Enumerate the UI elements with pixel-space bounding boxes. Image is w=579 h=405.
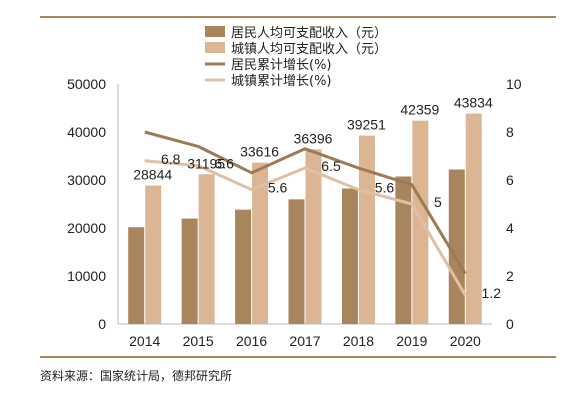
bar-urban xyxy=(198,174,215,324)
bar-resident xyxy=(395,176,412,324)
y-left-tick-label: 10000 xyxy=(67,268,106,284)
bar-urban xyxy=(305,149,322,324)
bar-urban xyxy=(252,162,269,324)
legend-swatch xyxy=(205,26,225,37)
source-note: 资料来源：国家统计局，德邦研究所 xyxy=(40,369,233,383)
line-value-label: 5.6 xyxy=(375,180,395,196)
top-rule xyxy=(40,16,556,18)
bar-resident xyxy=(288,199,305,324)
bar-urban xyxy=(358,135,375,324)
y-right-tick-label: 4 xyxy=(506,220,514,236)
line-value-label: 6.6 xyxy=(214,156,234,172)
y-right-tick-label: 8 xyxy=(506,124,514,140)
x-tick-label: 2019 xyxy=(396,333,427,349)
bar-urban xyxy=(145,185,162,324)
line-value-label: 6.5 xyxy=(321,158,341,174)
bar-value-label: 31195 xyxy=(187,155,225,171)
x-tick-label: 2020 xyxy=(450,333,481,349)
y-right-tick-label: 6 xyxy=(506,172,514,188)
legend-label: 居民累计增长(%) xyxy=(231,58,332,73)
line-resident-growth xyxy=(144,130,467,275)
x-tick-label: 2014 xyxy=(129,333,160,349)
bar-resident xyxy=(235,209,252,324)
line-urban-growth xyxy=(144,159,467,296)
bar-resident xyxy=(448,169,465,324)
line-value-label: 6.8 xyxy=(161,151,181,167)
y-right-tick-label: 10 xyxy=(506,76,522,92)
bar-value-label: 36396 xyxy=(294,130,333,146)
x-tick-label: 2015 xyxy=(183,333,214,349)
bar-resident xyxy=(341,188,358,324)
bar-value-label: 43834 xyxy=(454,95,493,111)
y-left-tick-label: 20000 xyxy=(67,220,106,236)
x-tick-label: 2017 xyxy=(289,333,320,349)
bar-value-label: 39251 xyxy=(347,117,386,133)
bar-urban xyxy=(412,120,429,324)
y-left-tick-label: 30000 xyxy=(67,172,106,188)
bar-value-label: 42359 xyxy=(400,102,439,118)
legend-swatch xyxy=(205,42,225,53)
bar-value-label: 28844 xyxy=(133,167,172,183)
legend-label: 城镇人均可支配收入（元） xyxy=(231,42,387,57)
y-left-tick-label: 0 xyxy=(98,316,106,332)
y-left-tick-label: 50000 xyxy=(67,76,106,92)
bar-resident xyxy=(128,227,145,324)
bar-value-label: 33616 xyxy=(240,144,279,160)
x-tick-label: 2018 xyxy=(343,333,374,349)
y-left-tick-label: 40000 xyxy=(67,124,106,140)
line-value-label: 5.6 xyxy=(268,180,288,196)
bottom-rule xyxy=(40,356,556,358)
legend-label: 城镇累计增长(%) xyxy=(231,74,332,89)
x-tick-label: 2016 xyxy=(236,333,267,349)
bar-resident xyxy=(181,218,198,324)
bar-urban xyxy=(465,113,482,324)
y-right-tick-label: 2 xyxy=(506,268,514,284)
line-value-label: 1.2 xyxy=(482,285,502,301)
y-right-tick-label: 0 xyxy=(506,316,514,332)
legend-label: 居民人均可支配收入（元） xyxy=(231,26,387,41)
line-value-label: 5 xyxy=(434,194,442,210)
